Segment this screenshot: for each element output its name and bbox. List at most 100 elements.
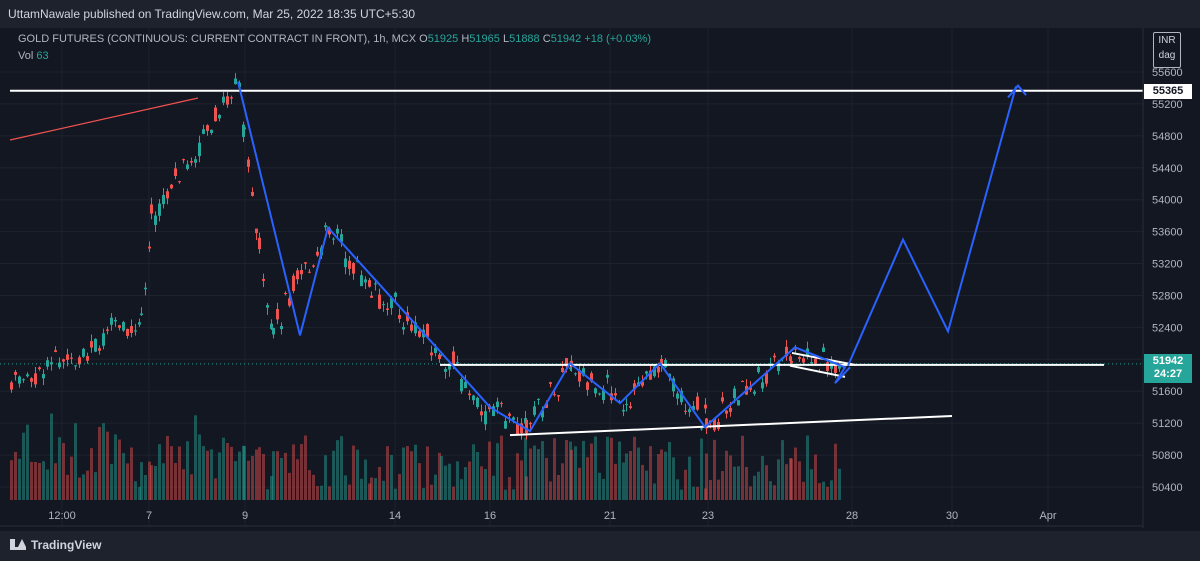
candle-body (688, 409, 691, 413)
volume-bar (110, 463, 113, 500)
candle-body (777, 362, 780, 372)
volume-bar (594, 436, 597, 500)
candle-body (606, 374, 609, 378)
volume-bar (549, 481, 552, 500)
volume-bar (753, 475, 756, 500)
price-tick-label: 54000 (1152, 195, 1183, 207)
candle-body (34, 373, 37, 385)
volume-bar (717, 479, 720, 500)
candle-body (340, 234, 343, 242)
price-tick-label: 51600 (1152, 386, 1183, 398)
volume-bar (258, 447, 261, 500)
candle-body (410, 324, 413, 331)
time-tick-label: 12:00 (48, 510, 76, 522)
bar-countdown: 24:27 (1153, 368, 1183, 380)
volume-bar (243, 446, 246, 500)
candle-body (822, 347, 825, 352)
currency-button[interactable]: INR dag (1153, 32, 1181, 68)
volume-bar (838, 468, 841, 500)
candle-body (102, 333, 105, 346)
price-tick-label: 54800 (1152, 131, 1183, 143)
candle-body (598, 393, 601, 395)
candle-body (10, 382, 13, 390)
candle-body (765, 372, 768, 384)
volume-bar (741, 435, 744, 500)
volume-bar (130, 447, 133, 500)
candle-body (222, 96, 225, 103)
candle-body (826, 362, 829, 371)
price-axis[interactable]: 5040050800512005160052000524005280053200… (1152, 67, 1183, 494)
pattern-zigzag (237, 81, 851, 433)
volume-bar (312, 474, 315, 500)
volume-bar (194, 415, 197, 500)
volume-bar (214, 478, 217, 500)
volume-bar (280, 457, 283, 500)
candle-body (460, 379, 463, 392)
volume-bar (242, 445, 245, 500)
candle-body (492, 406, 495, 417)
volume-bar (676, 479, 679, 500)
volume-bar (178, 446, 181, 500)
volume-bar (190, 474, 193, 500)
volume-bar (206, 450, 209, 500)
candle-body (50, 362, 53, 365)
volume-bar (598, 472, 601, 500)
time-tick-label: 9 (242, 510, 248, 522)
volume-bar (118, 439, 121, 500)
volume-bar (198, 434, 201, 500)
last-price-value: 51942 (1152, 355, 1184, 367)
candle-body (22, 379, 25, 381)
candle-body (838, 363, 841, 369)
candle-body (352, 263, 355, 274)
volume-bar (360, 478, 363, 500)
volume-bar (158, 444, 161, 500)
candle-body (144, 287, 147, 290)
volume-bar (328, 486, 331, 500)
volume-bar (545, 457, 548, 500)
price-chart[interactable]: 5040050800512005160052000524005280053200… (0, 28, 1200, 531)
candle-body (243, 127, 246, 130)
volume-bar (438, 452, 441, 500)
volume-bar (66, 474, 69, 500)
volume-bar (729, 455, 732, 500)
volume-bar (777, 459, 780, 500)
candle-body (118, 325, 121, 328)
volume-bar (30, 461, 33, 500)
candle-body (773, 355, 776, 358)
currency-mode: dag (1158, 50, 1176, 61)
symbol-legend: GOLD FUTURES (CONTINUOUS: CURRENT CONTRA… (18, 33, 651, 45)
candle-body (348, 260, 351, 269)
candle-body (725, 410, 728, 414)
volume-bar (370, 477, 373, 500)
volume-bar (22, 432, 25, 500)
candle-body (26, 374, 29, 377)
price-tick-label: 52400 (1152, 322, 1183, 334)
volume-bar (684, 469, 687, 500)
candle-body (360, 275, 363, 287)
candle-body (106, 329, 109, 331)
volume-bar (255, 449, 258, 500)
candle-body (86, 356, 89, 361)
volume-bar (810, 469, 813, 500)
volume-bar (818, 483, 821, 500)
volume-bar (794, 447, 797, 500)
volume-bar (340, 436, 343, 500)
candle-body (438, 354, 441, 360)
volume-bar (247, 460, 250, 500)
projection-path (847, 86, 1017, 367)
candle-body (834, 364, 837, 373)
candle-body (54, 350, 57, 352)
volume-bar (324, 455, 327, 500)
volume-bar (533, 445, 536, 500)
candle-body (649, 370, 652, 380)
volume-bar (34, 461, 37, 500)
time-axis[interactable]: 12:00 7 9 14 16 21 23 28 30 Apr (48, 510, 1057, 522)
volume-bar (186, 441, 189, 500)
candle-body (402, 327, 405, 330)
candle-body (472, 395, 475, 401)
candle-body (42, 374, 45, 379)
tradingview-logo[interactable]: TradingView (10, 538, 101, 552)
candle-body (753, 391, 756, 394)
volume-bar (541, 441, 544, 500)
candle-body (729, 407, 732, 412)
